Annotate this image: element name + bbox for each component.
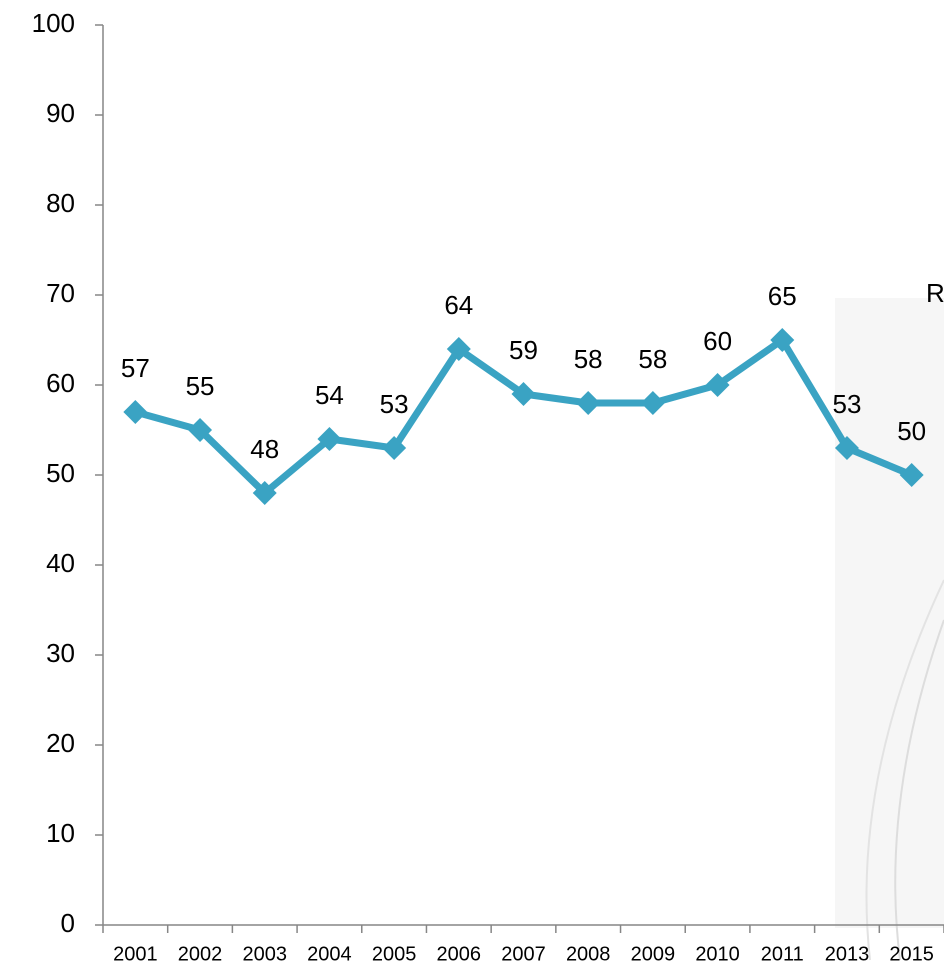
- data-label: 50: [897, 416, 926, 446]
- background-decoration: [894, 619, 944, 961]
- marker: [640, 391, 665, 415]
- y-tick-label: 50: [46, 458, 75, 488]
- y-tick-label: 30: [46, 638, 75, 668]
- marker: [188, 418, 213, 442]
- y-tick-label: 10: [46, 818, 75, 848]
- x-tick-label: 2007: [501, 943, 546, 965]
- x-tick-label: 2013: [825, 943, 870, 965]
- x-tick-label: 2005: [372, 943, 417, 965]
- marker: [446, 337, 471, 361]
- y-tick-label: 0: [61, 908, 75, 938]
- marker: [317, 427, 342, 451]
- marker: [511, 382, 536, 406]
- marker: [899, 463, 924, 487]
- data-label: 57: [121, 353, 150, 383]
- marker: [576, 391, 601, 415]
- background-decoration: [865, 579, 944, 961]
- y-tick-label: 20: [46, 728, 75, 758]
- y-tick-label: 70: [46, 278, 75, 308]
- data-label: 58: [574, 344, 603, 374]
- marker: [252, 481, 277, 505]
- data-label: 54: [315, 380, 344, 410]
- y-tick-label: 90: [46, 98, 75, 128]
- x-tick-label: 2010: [695, 943, 740, 965]
- data-label: 65: [768, 281, 797, 311]
- y-tick-label: 100: [32, 8, 75, 38]
- y-tick-label: 80: [46, 188, 75, 218]
- data-label: 48: [250, 434, 279, 464]
- marker: [834, 436, 859, 460]
- x-tick-label: 2008: [566, 943, 611, 965]
- annotation: R: [926, 278, 944, 308]
- data-label: 64: [444, 290, 473, 320]
- x-tick-label: 2009: [631, 943, 676, 965]
- data-label: 53: [380, 389, 409, 419]
- marker: [770, 328, 795, 352]
- marker: [705, 373, 730, 397]
- background-image: [835, 298, 944, 928]
- x-tick-label: 2002: [178, 943, 223, 965]
- x-tick-label: 2004: [307, 943, 352, 965]
- y-tick-label: 60: [46, 368, 75, 398]
- data-label: 59: [509, 335, 538, 365]
- x-tick-label: 2001: [113, 943, 158, 965]
- marker: [123, 400, 148, 424]
- x-tick-label: 2003: [242, 943, 287, 965]
- data-label: 53: [833, 389, 862, 419]
- data-label: 60: [703, 326, 732, 356]
- y-tick-label: 40: [46, 548, 75, 578]
- x-tick-label: 2006: [437, 943, 482, 965]
- x-tick-label: 2015: [889, 943, 934, 965]
- data-label: 55: [186, 371, 215, 401]
- marker: [382, 436, 407, 460]
- x-tick-label: 2011: [761, 943, 804, 965]
- data-label: 58: [638, 344, 667, 374]
